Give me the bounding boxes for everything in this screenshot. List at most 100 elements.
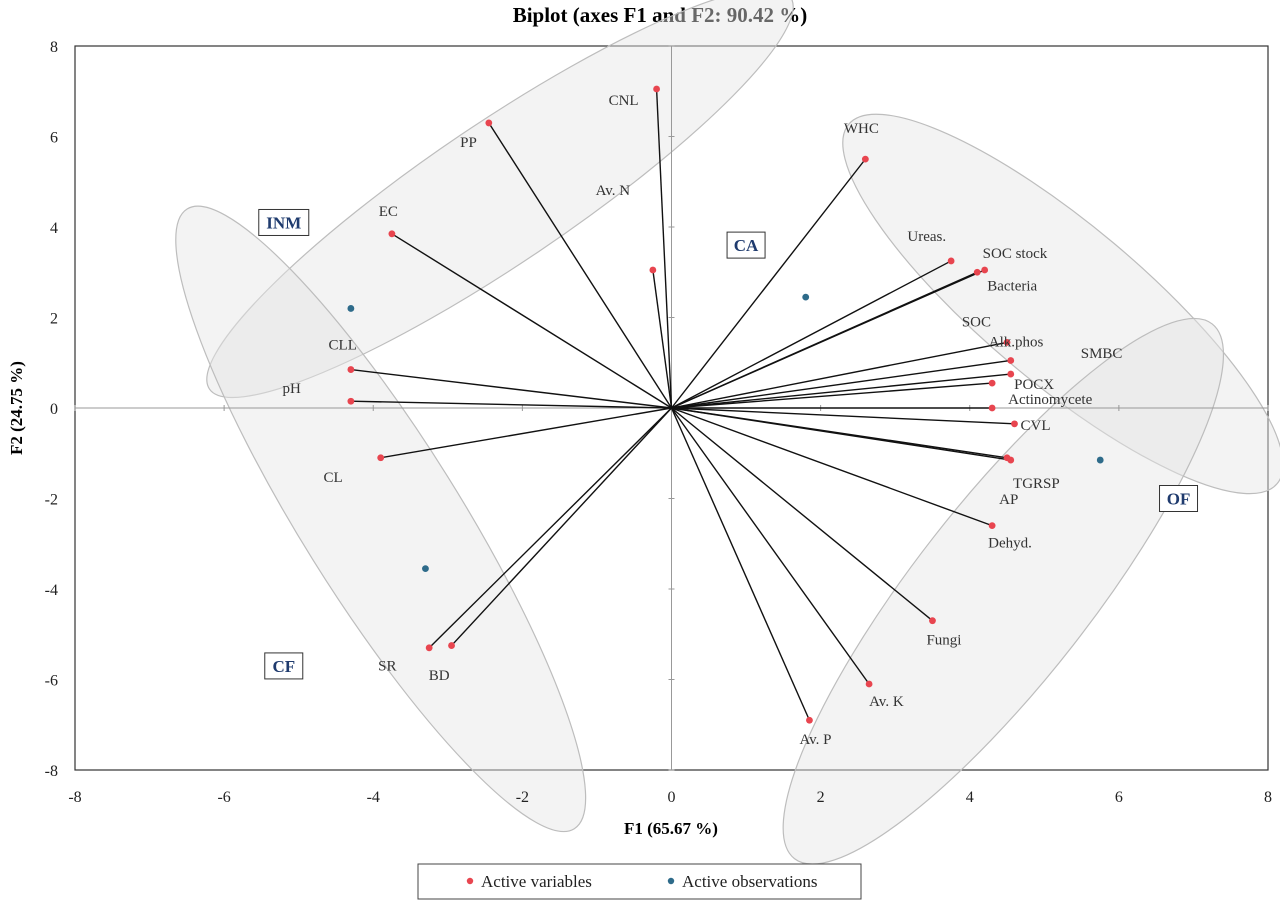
- x-tick-label: 8: [1264, 789, 1272, 806]
- ellipse-of: [782, 317, 1225, 865]
- group-label: CA: [734, 236, 759, 255]
- observation-point: [347, 305, 355, 312]
- y-tick-label: 8: [50, 39, 58, 56]
- vector-pp: [488, 122, 673, 409]
- vector-av-k: [670, 407, 870, 685]
- legend-marker-observations: [667, 877, 675, 885]
- vector-cl: [380, 407, 672, 459]
- group-label-box: [258, 208, 310, 236]
- variable-label: WHC: [844, 121, 879, 137]
- variable-label: CVL: [1020, 418, 1050, 434]
- group-label-box: [726, 231, 766, 259]
- vector-av-n: [652, 269, 673, 409]
- variable-point: [388, 230, 396, 238]
- vector-alk-phos: [671, 359, 1011, 409]
- group-label: OF: [1167, 490, 1191, 509]
- variable-point: [425, 644, 433, 652]
- variable-point: [347, 366, 355, 373]
- tick-labels: -8 -6 -4 -2 0 2 4 6 8 -8 -6 -4 -2 0 2 4 6 8: [45, 39, 1272, 806]
- y-tick-label: -2: [45, 492, 58, 509]
- data-points: [347, 85, 1104, 724]
- variable-label: Ureas.: [907, 229, 946, 245]
- x-tick-label: 6: [1115, 789, 1123, 806]
- variable-label: Av. K: [869, 694, 904, 710]
- vector-ureas-: [671, 260, 952, 409]
- x-tick-label: -8: [68, 789, 81, 806]
- variable-point: [1007, 456, 1015, 464]
- y-tick-label: 4: [50, 220, 58, 237]
- x-axis-title: F1 (65.67 %): [624, 819, 718, 838]
- variable-point: [485, 119, 493, 127]
- variable-label: PP: [460, 135, 477, 151]
- vector-ap: [671, 407, 1011, 461]
- variable-point: [653, 85, 660, 93]
- vector-bacteria: [671, 271, 978, 409]
- variable-point: [1007, 370, 1015, 378]
- legend-box: [417, 863, 862, 900]
- vector-sr: [451, 407, 673, 647]
- y-axis-title: F2 (24.75 %): [7, 361, 26, 455]
- legend: Active variables Active observations: [417, 863, 862, 900]
- variable-point: [806, 716, 813, 724]
- variable-label: Dehyd.: [988, 536, 1032, 552]
- ellipse-inm: [206, 0, 794, 399]
- y-tick-label: -6: [45, 673, 58, 690]
- variable-label: Fungi: [926, 633, 961, 649]
- vector-cvl: [671, 407, 1015, 425]
- variable-point: [347, 397, 355, 405]
- variable-point: [865, 680, 873, 688]
- y-tick-label: -8: [45, 763, 58, 780]
- legend-label-observations: Active observations: [682, 872, 818, 891]
- variable-point: [973, 268, 981, 276]
- y-tick-label: 2: [50, 311, 58, 328]
- x-tick-label: 4: [966, 789, 974, 806]
- x-tick-label: -4: [367, 789, 380, 806]
- group-ellipses: [175, 0, 1280, 865]
- vector-smbc: [671, 373, 1011, 409]
- observation-point: [1096, 456, 1104, 464]
- point-labels: CNL PP Av. N EC WHC Ureas. SOC stock Bacteria SO…: [283, 93, 1123, 748]
- variable-point: [988, 404, 996, 412]
- legend-label-variables: Active variables: [481, 872, 592, 891]
- vector-cnl: [655, 88, 673, 409]
- variable-label: POCX: [1014, 377, 1054, 393]
- variable-label: CLL: [329, 338, 357, 354]
- variable-label: SOC stock: [983, 246, 1048, 262]
- variable-label: CL: [324, 470, 343, 486]
- vector-ec: [391, 233, 672, 409]
- vector-bd: [428, 407, 672, 649]
- vector-whc: [670, 158, 866, 409]
- group-label: CF: [272, 657, 295, 676]
- vector-ph: [350, 400, 672, 409]
- variable-label: Alk.phos: [989, 334, 1044, 350]
- variable-label: Bacteria: [987, 278, 1037, 294]
- variable-point: [377, 454, 385, 462]
- chart-title: Biplot (axes F1 and F2: 90.42 %): [513, 3, 808, 27]
- observation-point: [802, 293, 810, 301]
- ellipse-cf: [175, 205, 587, 833]
- variable-label: Av. P: [799, 732, 831, 748]
- x-tick-label: -6: [217, 789, 230, 806]
- group-label-box: [1159, 485, 1199, 512]
- vector-fungi: [671, 407, 933, 622]
- variable-point: [1003, 338, 1011, 346]
- variable-label: SOC: [962, 314, 991, 330]
- observation-point: [422, 565, 429, 573]
- vector-soc: [671, 341, 1008, 409]
- y-tick-label: 6: [50, 130, 58, 147]
- variable-label: SR: [378, 659, 396, 675]
- variable-point: [861, 155, 869, 163]
- x-tick-label: 2: [817, 789, 825, 806]
- variable-point: [448, 642, 455, 649]
- variable-point: [1011, 420, 1018, 428]
- legend-marker-variables: [466, 877, 474, 885]
- vector-pocx: [671, 382, 993, 409]
- variable-point: [981, 266, 989, 274]
- variable-point: [947, 257, 955, 265]
- variable-vectors: [350, 88, 1015, 721]
- variable-label: Av. N: [596, 183, 631, 199]
- group-label: INM: [266, 213, 301, 232]
- vector-av-p: [670, 407, 811, 721]
- x-tick-label: 0: [668, 789, 676, 806]
